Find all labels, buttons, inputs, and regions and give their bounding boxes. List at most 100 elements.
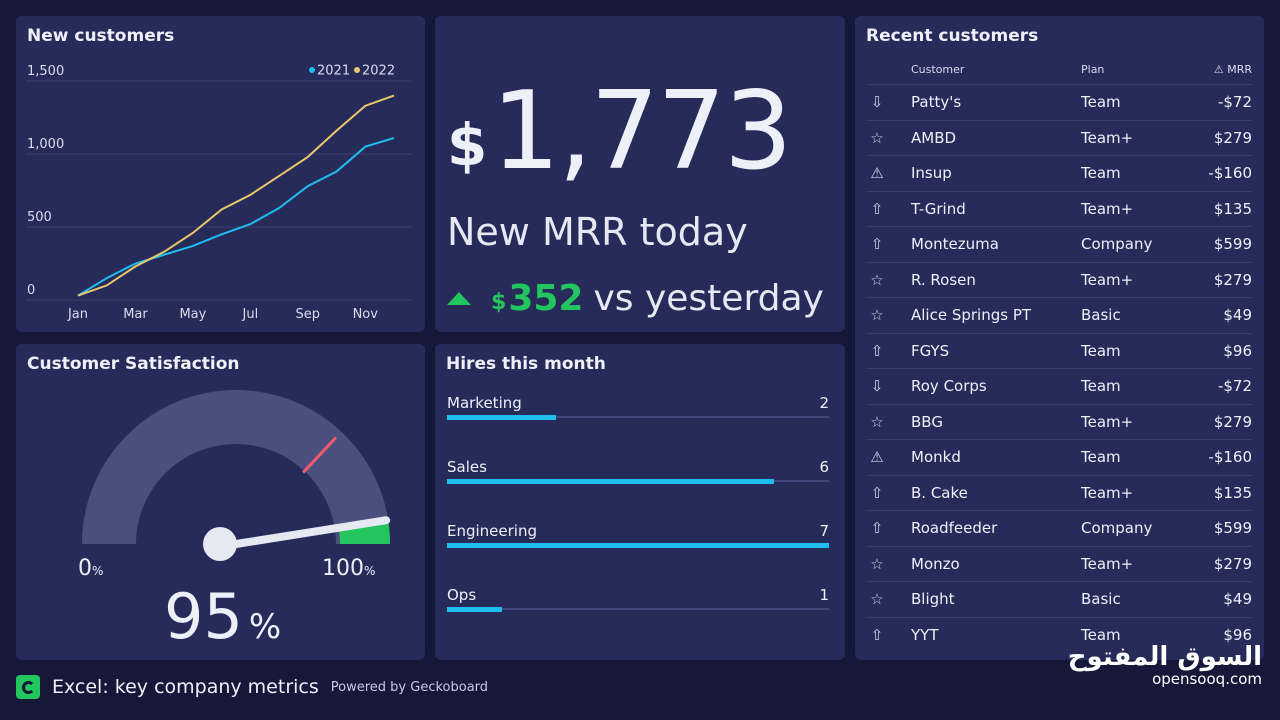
warning-icon: ⚠	[870, 448, 884, 466]
hire-label: Sales	[447, 458, 487, 476]
legend-label: 2022	[362, 64, 395, 79]
customer-plan: Team+	[1081, 412, 1134, 431]
y-tick-label: 1,500	[27, 64, 64, 79]
hire-count: 1	[819, 586, 829, 604]
customer-plan: Company	[1081, 519, 1153, 537]
mrr-value-group: $ 1,773	[447, 69, 793, 194]
table-row[interactable]: ☆ Monzo Team+ $279	[867, 545, 1252, 582]
new-customers-title: New customers	[27, 26, 175, 46]
hire-count: 6	[819, 458, 829, 476]
customer-mrr: $49	[1223, 590, 1252, 608]
table-row[interactable]: ☆ AMBD Team+ $279	[867, 119, 1252, 156]
mrr-panel: $ 1,773 New MRR today $ 352 vs yesterday	[435, 16, 845, 332]
customer-mrr: $96	[1223, 341, 1252, 360]
powered-by: Powered by Geckoboard	[330, 679, 489, 695]
hire-bar	[447, 415, 557, 420]
series-line-2021	[77, 136, 395, 297]
satisfaction-value: 95%	[164, 580, 282, 653]
mrr-value: 1,773	[491, 69, 792, 194]
footer: Excel: key company metrics Powered by Ge…	[16, 675, 488, 699]
table-row[interactable]: ⇧ B. Cake Team+ $135	[867, 474, 1252, 511]
customer-plan: Team+	[1081, 128, 1134, 147]
x-tick-label: Sep	[296, 307, 321, 322]
table-row[interactable]: ⇧ Roadfeeder Company $599	[867, 510, 1252, 546]
hire-label: Engineering	[447, 522, 537, 540]
arrow-up-icon: ⇧	[870, 341, 884, 360]
delta-currency: $	[491, 290, 507, 315]
gauge-min-label: 0%	[78, 556, 104, 581]
table-row[interactable]: ⇧ YYT Team $96	[867, 616, 1252, 653]
watermark-arabic: السوق المفتوح	[1067, 642, 1262, 672]
customer-plan: Team+	[1081, 554, 1134, 573]
warning-icon: ⚠	[1213, 63, 1224, 76]
table-row[interactable]: ☆ BBG Team+ $279	[867, 403, 1252, 440]
satisfaction-gauge	[82, 390, 391, 561]
hire-item: Sales 6	[447, 458, 829, 484]
customer-name: Insup	[911, 164, 952, 182]
customer-name: Montezuma	[911, 235, 999, 253]
customer-mrr: $279	[1213, 270, 1252, 289]
warning-icon: ⚠	[870, 164, 884, 182]
hire-count: 7	[819, 522, 829, 540]
table-row[interactable]: ⚠ Monkd Team -$160	[867, 439, 1252, 475]
table-row[interactable]: ⚠ Insup Team -$160	[867, 155, 1252, 191]
new-customers-panel: New customers 1,500 1,000 500 0 Jan Mar May Jul…	[16, 16, 425, 332]
table-row[interactable]: ⇩ Patty's Team -$72	[867, 84, 1252, 120]
customer-plan: Team	[1081, 448, 1121, 466]
satisfaction-title: Customer Satisfaction	[27, 354, 240, 374]
table-row[interactable]: ☆ Blight Basic $49	[867, 581, 1252, 617]
series-line-2022	[77, 94, 395, 297]
recent-customers-title: Recent customers	[866, 26, 1039, 46]
customer-name: B. Cake	[911, 483, 968, 502]
x-tick-label: Jul	[242, 307, 259, 322]
header-mrr: ⚠ MRR	[1213, 63, 1252, 76]
customer-mrr: $135	[1213, 199, 1252, 218]
header-customer: Customer	[911, 63, 965, 76]
customer-mrr: $279	[1213, 554, 1252, 573]
x-tick-label: Jan	[67, 307, 88, 322]
mrr-delta: $ 352 vs yesterday	[447, 278, 824, 319]
customer-mrr: $599	[1213, 235, 1252, 253]
mrr-label: New MRR today	[447, 210, 748, 254]
arrow-up-icon: ⇧	[870, 519, 884, 537]
customer-plan: Basic	[1081, 306, 1121, 324]
hire-bar	[447, 607, 502, 612]
legend-swatch	[354, 67, 360, 73]
trend-up-icon	[447, 292, 471, 305]
table-row[interactable]: ☆ Alice Springs PT Basic $49	[867, 297, 1252, 333]
customer-plan: Team	[1081, 377, 1121, 395]
delta-value: 352	[508, 278, 584, 319]
customer-name: Alice Springs PT	[911, 306, 1032, 324]
customer-name: Roy Corps	[911, 377, 987, 395]
table-row[interactable]: ⇧ FGYS Team $96	[867, 332, 1252, 369]
star-icon: ☆	[870, 306, 884, 324]
watermark-latin: opensooq.com	[1152, 670, 1262, 688]
table-row[interactable]: ⇧ Montezuma Company $599	[867, 226, 1252, 262]
hire-bar	[447, 479, 775, 484]
table-row[interactable]: ⇩ Roy Corps Team -$72	[867, 368, 1252, 404]
gauge-needle-hub	[203, 527, 237, 561]
customer-mrr: -$160	[1208, 448, 1252, 466]
customer-name: BBG	[911, 412, 943, 431]
arrow-up-icon: ⇧	[870, 625, 884, 644]
x-tick-label: Mar	[123, 307, 148, 322]
geckoboard-logo-icon	[16, 675, 40, 699]
customer-mrr: $135	[1213, 483, 1252, 502]
table-row[interactable]: ⇧ T-Grind Team+ $135	[867, 190, 1252, 227]
customer-name: AMBD	[911, 128, 957, 147]
arrow-up-icon: ⇧	[870, 483, 884, 502]
y-tick-label: 0	[27, 283, 35, 298]
hire-label: Ops	[447, 586, 477, 604]
customer-mrr: $279	[1213, 128, 1252, 147]
customer-plan: Team+	[1081, 270, 1134, 289]
arrow-down-icon: ⇩	[870, 93, 884, 111]
customer-plan: Team+	[1081, 483, 1134, 502]
hire-item: Ops 1	[447, 586, 829, 612]
customer-mrr: -$72	[1217, 93, 1252, 111]
legend-swatch	[309, 67, 315, 73]
recent-customers-panel: Recent customers Customer Plan ⚠ MRR ⇩ Pa…	[855, 16, 1264, 660]
y-tick-label: 500	[27, 210, 52, 225]
x-tick-label: Nov	[353, 307, 379, 322]
table-row[interactable]: ☆ R. Rosen Team+ $279	[867, 261, 1252, 298]
customer-name: Patty's	[911, 93, 962, 111]
